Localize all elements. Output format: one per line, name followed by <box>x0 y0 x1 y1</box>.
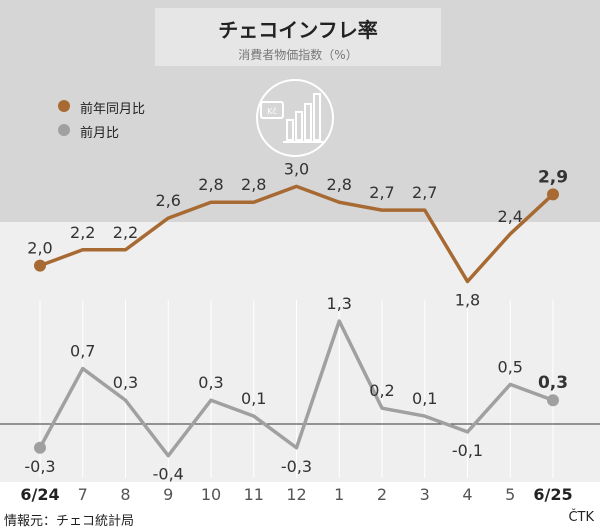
x-tick-label: 4 <box>462 485 472 504</box>
x-tick-label: 3 <box>420 485 430 504</box>
x-tick-label: 12 <box>286 485 306 504</box>
x-tick-label: 9 <box>163 485 173 504</box>
data-label: 0,1 <box>241 389 266 408</box>
series-line-1 <box>38 319 554 458</box>
legend-dot-yoy <box>58 100 70 112</box>
data-label: 2,6 <box>156 191 181 210</box>
x-tick-label: 10 <box>201 485 221 504</box>
data-label: 2,9 <box>538 167 568 187</box>
legend-label-mom: 前月比 <box>80 126 120 141</box>
x-tick-label: 11 <box>244 485 264 504</box>
x-tick-label: 2 <box>377 485 387 504</box>
x-tick-label: 6/25 <box>533 485 572 504</box>
source-note: 情報元：チェコ統計局 <box>4 514 135 529</box>
data-label: 0,3 <box>113 373 138 392</box>
data-label: 1,3 <box>327 294 352 313</box>
data-label: 0,5 <box>498 357 523 376</box>
data-label: 2,2 <box>113 223 138 242</box>
data-point-0 <box>547 188 559 201</box>
data-label: 2,2 <box>70 223 95 242</box>
data-label: -0,3 <box>24 457 55 476</box>
chart-subtitle: 消費者物価指数（%） <box>238 48 358 62</box>
data-label: 3,0 <box>284 159 309 178</box>
series-line-0 <box>39 184 555 284</box>
x-tick-label: 5 <box>505 485 515 504</box>
data-point-1 <box>547 394 559 407</box>
koruna-chart-icon: Kč <box>256 79 334 157</box>
chart-title: チェコインフレ率 <box>218 18 378 42</box>
x-tick-label: 7 <box>78 485 88 504</box>
data-label: 2,7 <box>369 183 394 202</box>
data-label: 0,2 <box>369 381 394 400</box>
data-label: 2,7 <box>412 183 437 202</box>
data-label: 0,1 <box>412 389 437 408</box>
data-label: -0,1 <box>452 441 483 460</box>
data-label: 0,3 <box>538 373 568 393</box>
x-tick-label: 1 <box>334 485 344 504</box>
data-label: -0,3 <box>281 457 312 476</box>
x-tick-label: 6/24 <box>20 485 59 504</box>
data-label: 1,8 <box>455 290 480 309</box>
data-label: 2,8 <box>241 175 266 194</box>
title-box: チェコインフレ率 消費者物価指数（%） <box>155 8 441 66</box>
legend-item-yoy: 前年同月比 <box>48 96 240 117</box>
data-point-0 <box>34 259 46 272</box>
data-label: 2,4 <box>498 207 523 226</box>
data-label: 2,8 <box>198 175 223 194</box>
data-label: 0,7 <box>70 342 95 361</box>
legend-dot-mom <box>58 124 70 136</box>
data-label: 0,3 <box>198 373 223 392</box>
agency-credit: ČTK <box>568 510 594 525</box>
data-label: 2,8 <box>327 175 352 194</box>
legend-label-yoy: 前年同月比 <box>80 102 146 117</box>
data-point-1 <box>34 441 46 454</box>
x-tick-label: 8 <box>120 485 130 504</box>
data-label: 2,0 <box>27 239 52 258</box>
svg-text:Kč: Kč <box>267 106 277 116</box>
data-label: -0,4 <box>153 465 184 484</box>
legend-item-mom: 前月比 <box>48 120 240 141</box>
